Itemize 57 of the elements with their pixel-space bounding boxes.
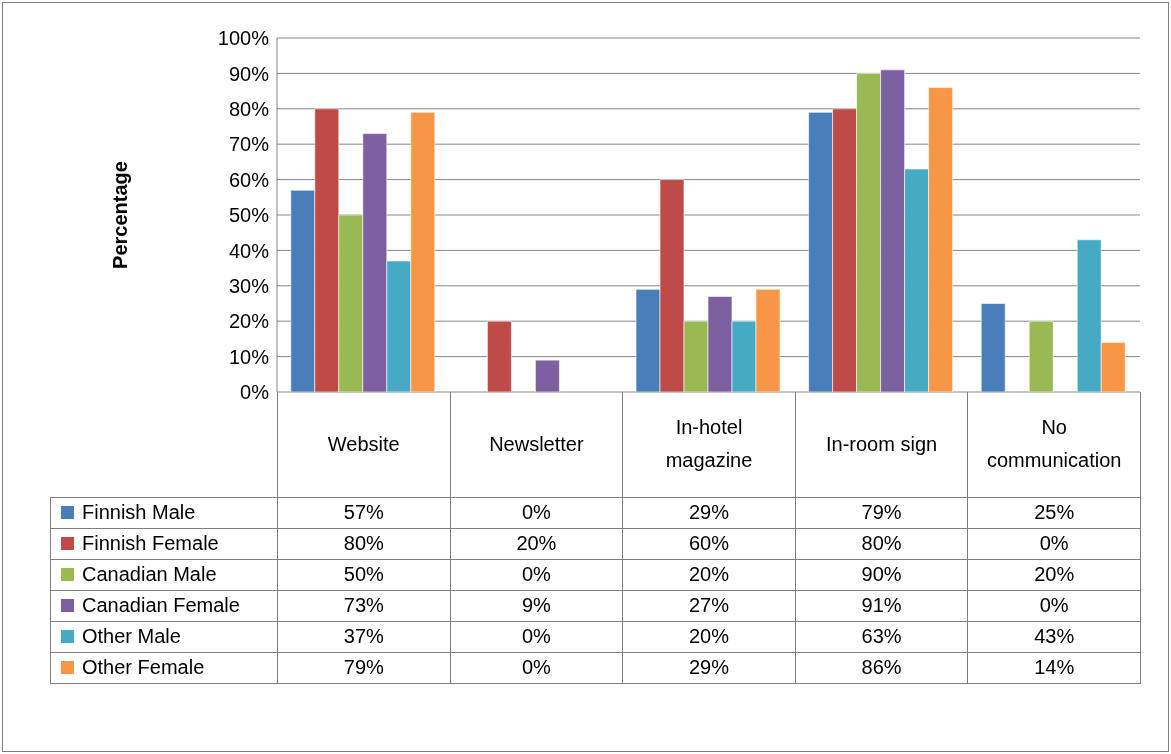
y-tick-label: 90% <box>228 62 270 85</box>
legend-label: Canadian Male <box>50 559 278 590</box>
data-label: 20% <box>622 621 796 652</box>
legend-label: Canadian Female <box>50 590 278 621</box>
data-label: 25% <box>967 497 1141 528</box>
bar <box>980 303 1006 392</box>
y-tick-label: 10% <box>228 345 270 368</box>
data-label: 9% <box>450 590 623 621</box>
data-label: 79% <box>277 652 451 683</box>
data-label: 50% <box>277 559 451 590</box>
bar <box>1028 320 1054 392</box>
data-label: 57% <box>277 497 451 528</box>
y-tick-label: 40% <box>228 239 270 262</box>
data-label: 80% <box>795 528 968 559</box>
data-label: 0% <box>450 652 623 683</box>
data-label: 20% <box>967 559 1141 590</box>
data-label: 43% <box>967 621 1141 652</box>
x-tick-label: No communication <box>967 392 1141 497</box>
data-label: 0% <box>450 497 623 528</box>
data-label: 14% <box>967 652 1141 683</box>
x-tick-label: In-room sign <box>795 392 968 497</box>
x-tick-label: In-hotel magazine <box>622 392 796 497</box>
y-tick-label: 100% <box>217 27 270 50</box>
data-label: 80% <box>277 528 451 559</box>
y-tick-label: 60% <box>228 168 270 191</box>
legend-label: Other Male <box>50 621 278 652</box>
data-label: 86% <box>795 652 968 683</box>
legend-label: Finnish Male <box>50 497 278 528</box>
legend-label: Finnish Female <box>50 528 278 559</box>
legend-label: Other Female <box>50 652 278 683</box>
data-label: 0% <box>967 590 1141 621</box>
data-label: 29% <box>622 652 796 683</box>
y-tick-label: 30% <box>228 274 270 297</box>
bar <box>487 320 512 392</box>
y-tick-label: 20% <box>228 310 270 333</box>
data-label: 29% <box>622 497 796 528</box>
y-tick-label: 0% <box>240 381 270 404</box>
data-label: 37% <box>277 621 451 652</box>
y-tick-label: 80% <box>228 97 270 120</box>
data-label: 63% <box>795 621 968 652</box>
data-label: 91% <box>795 590 968 621</box>
data-label: 90% <box>795 559 968 590</box>
y-tick-label: 70% <box>228 133 270 156</box>
y-tick-label: 50% <box>228 204 270 227</box>
data-label: 60% <box>622 528 796 559</box>
x-tick-label: Website <box>277 392 451 497</box>
data-label: 0% <box>967 528 1141 559</box>
data-label: 27% <box>622 590 796 621</box>
data-label: 79% <box>795 497 968 528</box>
y-axis-title: Percentage <box>109 161 132 269</box>
bar <box>535 359 560 392</box>
data-label: 20% <box>450 528 623 559</box>
x-tick-label: Newsletter <box>450 392 623 497</box>
data-label: 73% <box>277 590 451 621</box>
data-label: 0% <box>450 559 623 590</box>
data-label: 0% <box>450 621 623 652</box>
data-label: 20% <box>622 559 796 590</box>
